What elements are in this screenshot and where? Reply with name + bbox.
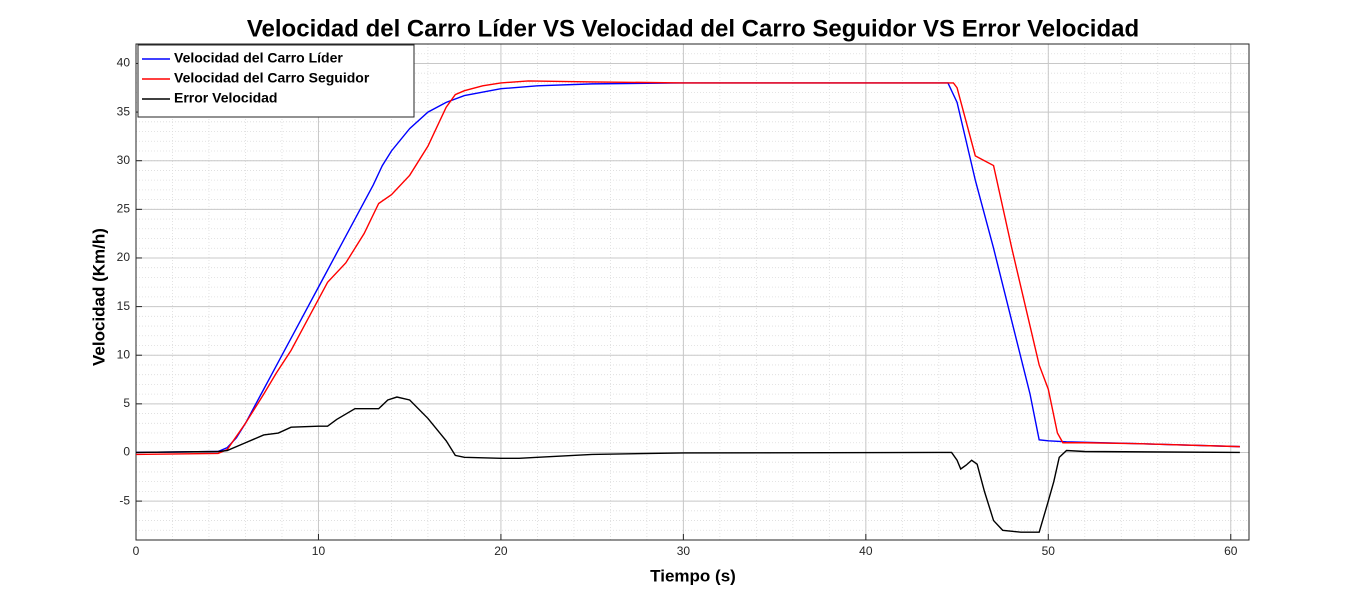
series-line	[135, 80, 1240, 456]
y-tick-label: 25	[117, 202, 131, 216]
plot-frame	[135, 43, 1250, 541]
legend-label: Error Velocidad	[174, 90, 277, 106]
y-tick-label: 0	[123, 445, 130, 459]
plot-area	[136, 44, 1249, 540]
y-tick-label: 30	[117, 153, 131, 167]
chart-title: Velocidad del Carro Líder VS Velocidad d…	[247, 15, 1139, 42]
series-line	[135, 82, 1240, 454]
y-tick-label: 35	[117, 104, 131, 118]
x-tick-label: 10	[312, 544, 326, 558]
x-axis-label: Tiempo (s)	[650, 566, 736, 585]
series-line	[135, 396, 1240, 533]
y-tick-label: 20	[117, 250, 131, 264]
y-tick-label: -5	[119, 493, 130, 507]
x-tick-label: 20	[494, 544, 508, 558]
x-tick-label: 0	[133, 544, 140, 558]
x-tick-label: 60	[1224, 544, 1238, 558]
legend-label: Velocidad del Carro Seguidor	[174, 70, 370, 86]
y-tick-label: 40	[117, 56, 131, 70]
y-tick-label: 10	[117, 347, 131, 361]
legend-label: Velocidad del Carro Líder	[174, 50, 343, 66]
legend-box	[137, 44, 415, 118]
y-tick-label: 5	[123, 396, 130, 410]
y-tick-label: 15	[117, 299, 131, 313]
x-tick-label: 50	[1042, 544, 1056, 558]
y-axis-label: Velocidad (Km/h)	[89, 228, 108, 366]
x-tick-label: 40	[859, 544, 873, 558]
x-tick-label: 30	[677, 544, 691, 558]
